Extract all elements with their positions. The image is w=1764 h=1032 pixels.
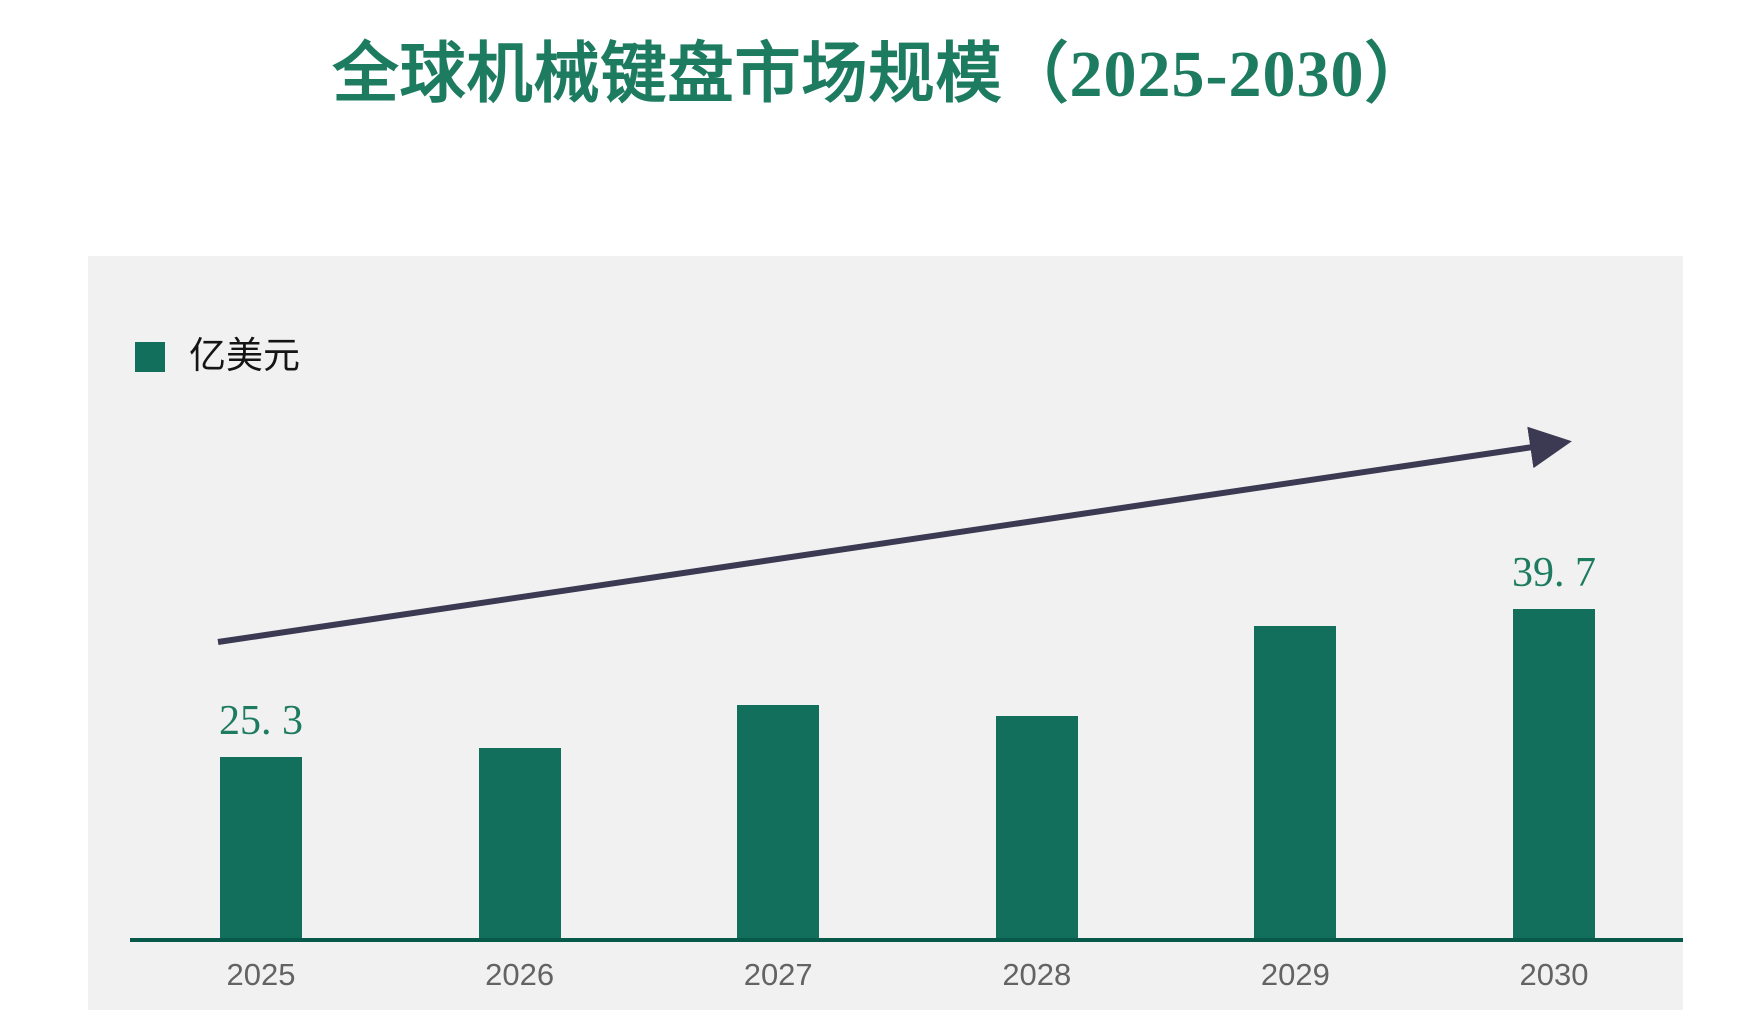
plot-area: 2025 25. 3 2026 2027 2028 2029 2030 39. 7 — [88, 256, 1683, 1010]
data-label-2025: 25. 3 — [219, 698, 303, 744]
x-tick-label-2028: 2028 — [1002, 957, 1072, 992]
x-tick-label-2025: 2025 — [226, 957, 296, 992]
bar-2028 — [995, 716, 1078, 938]
data-label-2030: 39. 7 — [1512, 550, 1596, 596]
bar-2029 — [1254, 626, 1337, 938]
bar-2030 — [1513, 609, 1595, 938]
legend: 亿美元 — [135, 338, 300, 375]
bar-2025 — [220, 757, 302, 938]
legend-label: 亿美元 — [189, 336, 300, 377]
legend-swatch-icon — [135, 341, 165, 372]
x-axis-line — [130, 938, 1683, 942]
chart-title: 全球机械键盘市场规模（2025-2030） — [332, 38, 1432, 111]
x-tick-label-2030: 2030 — [1519, 957, 1589, 992]
bar-2027 — [737, 705, 820, 938]
x-tick-label-2027: 2027 — [743, 957, 813, 992]
trend-arrow — [217, 426, 1572, 645]
bar-2026 — [478, 748, 561, 938]
chart-panel: 亿美元 2025 25. 3 2026 2027 2028 2029 2030 39. 7 — [88, 256, 1683, 1010]
x-tick-label-2026: 2026 — [485, 957, 555, 992]
x-tick-label-2029: 2029 — [1260, 957, 1330, 992]
